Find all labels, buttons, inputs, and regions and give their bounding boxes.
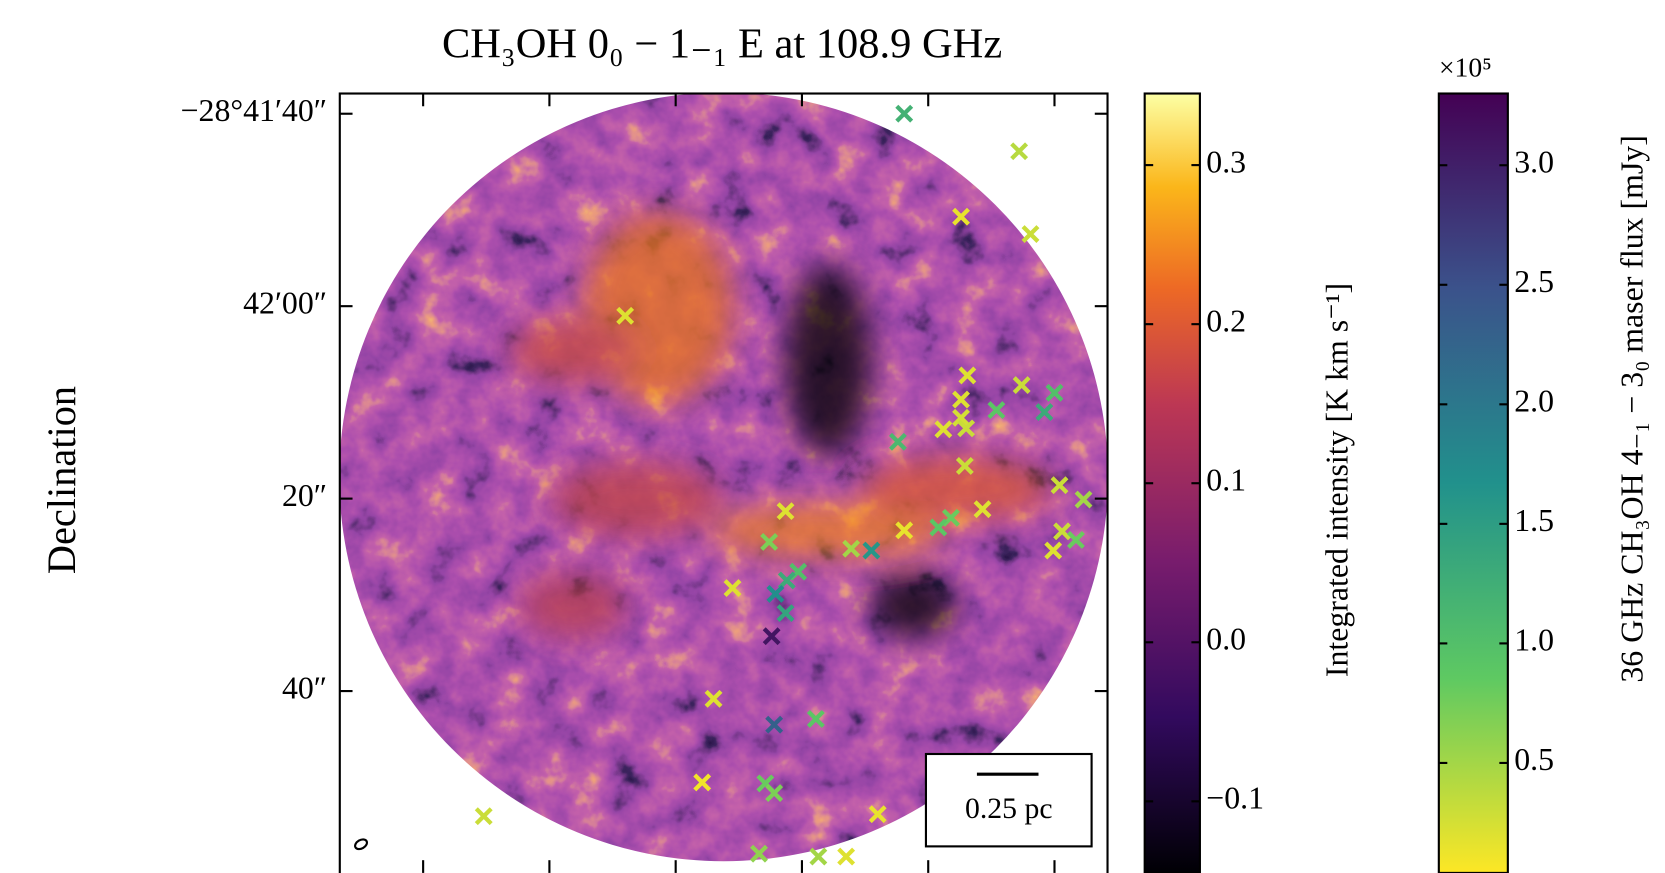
offset-label: ×10⁵ [1439, 51, 1492, 82]
colorbar-tick-label: 0.5 [1514, 742, 1554, 777]
maser [837, 847, 856, 866]
scalebar-label: 0.25 pc [965, 793, 1053, 825]
maser [973, 500, 992, 519]
emission [509, 212, 1052, 638]
maser [474, 807, 493, 826]
maser [1012, 376, 1031, 395]
maser [862, 541, 881, 560]
maser [1021, 225, 1040, 243]
maser [895, 104, 914, 123]
maser [842, 539, 861, 558]
y-axis-label: Declination [39, 386, 84, 574]
maser [1010, 142, 1029, 161]
colorbar-tick-label: 1.5 [1514, 503, 1554, 538]
colorbar-tick-label: 0.2 [1206, 303, 1246, 338]
maser [765, 715, 784, 734]
maser [987, 401, 1006, 420]
maser [704, 689, 723, 708]
maser [762, 627, 781, 646]
maser [952, 207, 970, 226]
y-tick-label: 42′00″ [243, 285, 327, 320]
maser [777, 571, 796, 590]
maser [1045, 383, 1064, 402]
maser [952, 408, 970, 427]
colorbar-tick-label: 3.0 [1514, 145, 1554, 180]
maser [806, 710, 825, 728]
maser [776, 502, 795, 521]
y-tick-label: 20″ [282, 478, 327, 513]
colorbar-tick-label: 2.0 [1514, 384, 1554, 419]
maser [1035, 403, 1054, 421]
maser [1050, 476, 1069, 495]
maser [616, 306, 635, 325]
scalebar-box [924, 752, 1093, 848]
maser [1074, 490, 1093, 509]
maser [760, 532, 779, 551]
maser [765, 784, 784, 802]
maser [1067, 531, 1085, 549]
colorbar-tick-label: 0.0 [1206, 622, 1246, 657]
title: CH₃OH 0₀ − 1₋₁ E at 108.9 GHz [442, 21, 1002, 68]
maser [1053, 522, 1071, 541]
maser [929, 518, 948, 537]
maser-colorbar-label: 36 GHz CH₃OH 4₋₁ − 3₀ maser flux [mJy] [1615, 135, 1650, 682]
beam [354, 838, 369, 851]
maser [723, 579, 742, 598]
maser [766, 584, 785, 603]
maser [776, 604, 795, 623]
colorbar-tick-label: −0.1 [1206, 781, 1264, 816]
maser [955, 456, 974, 475]
colorbar-tick-label: 1.0 [1514, 623, 1554, 658]
colorbar-label: Integrated intensity [K km s⁻¹] [1319, 283, 1354, 677]
maser [868, 805, 887, 824]
maser [888, 432, 907, 451]
maser [809, 847, 828, 866]
maser [1044, 541, 1063, 560]
y-tick-label: −28°41′40″ [181, 93, 327, 128]
y-tick-label: 40″ [282, 670, 327, 705]
colorbar-tick-label: 0.1 [1206, 463, 1246, 498]
maser [952, 390, 970, 409]
axes-frame [338, 92, 1109, 873]
maser [957, 419, 976, 438]
colorbar-tick-label: 0.3 [1206, 144, 1246, 179]
maser-colorbar [1437, 92, 1509, 873]
maser [934, 420, 953, 439]
maser [693, 773, 712, 792]
maser [942, 508, 960, 527]
maser [958, 366, 977, 385]
maser [895, 521, 914, 540]
maser [750, 844, 768, 863]
colorbar [1143, 92, 1201, 873]
map [339, 93, 1108, 862]
colorbar-tick-label: 2.5 [1514, 264, 1554, 299]
